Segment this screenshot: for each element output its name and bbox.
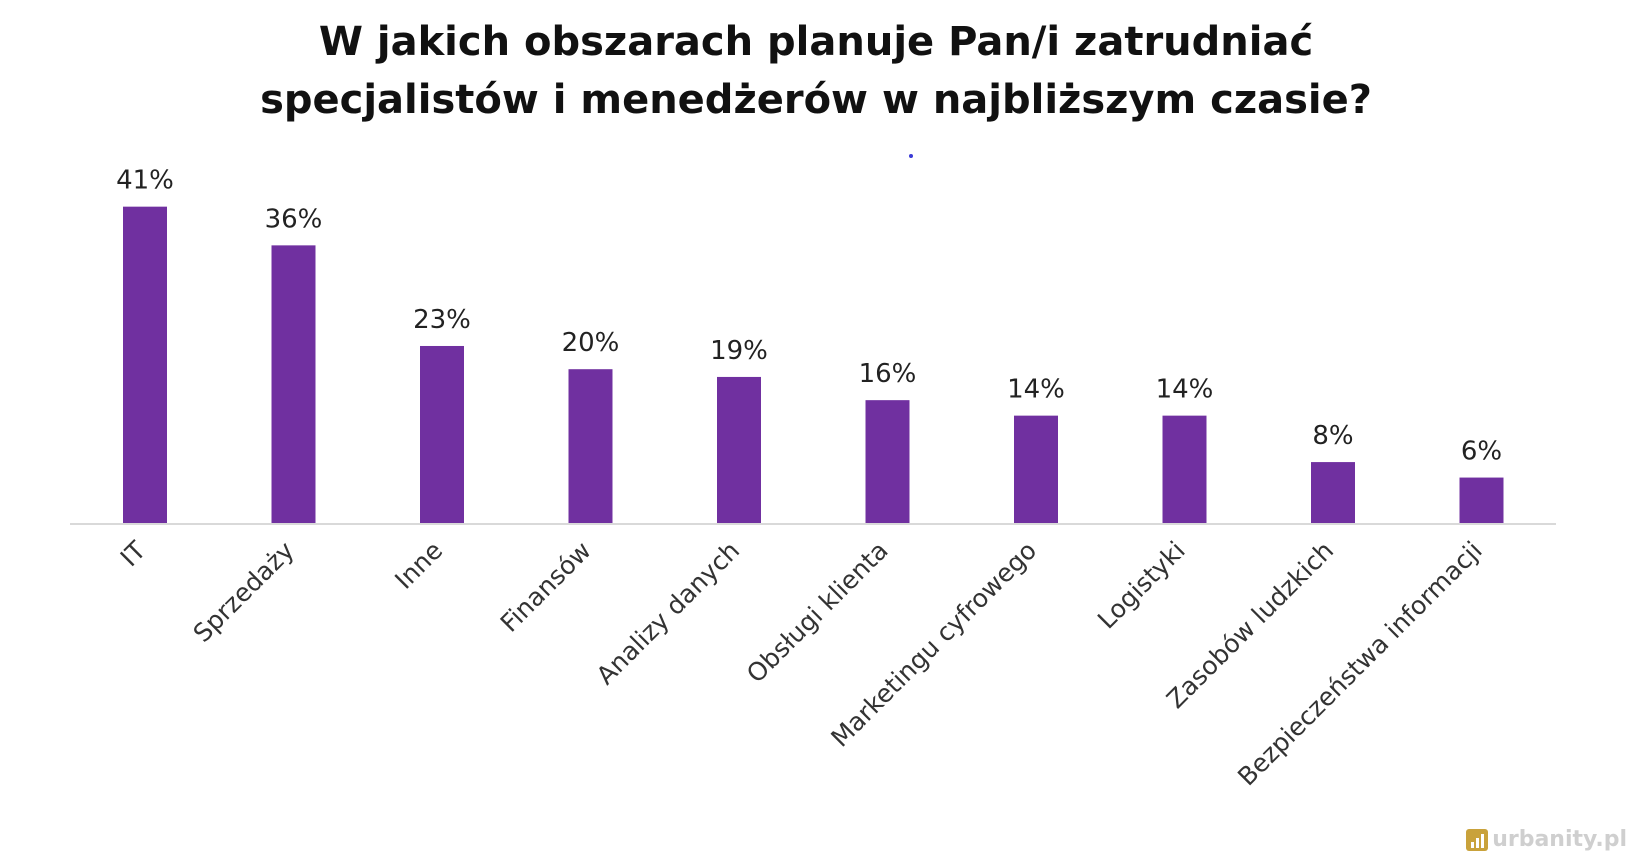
- value-label-1: 36%: [265, 204, 323, 234]
- urbanity-logo-icon: [1466, 828, 1489, 851]
- category-label-3: Finansów: [495, 536, 597, 638]
- category-label-1: Sprzedaży: [188, 536, 300, 648]
- bar-6: [1014, 415, 1058, 524]
- value-label-0: 41%: [116, 166, 174, 196]
- bar-9: [1459, 477, 1504, 524]
- value-label-4: 19%: [710, 336, 768, 366]
- bar-3: [568, 369, 613, 524]
- bar-5: [865, 400, 910, 524]
- category-label-7: Logistyki: [1092, 536, 1191, 635]
- category-label-2: Inne: [389, 536, 448, 595]
- bar-4: [717, 376, 761, 524]
- category-label-0: IT: [115, 535, 152, 572]
- value-labels-layer: 41% 36% 23% 20% 19% 16% 14% 14% 8% 6%: [116, 166, 1502, 467]
- stray-dot: [909, 154, 913, 158]
- value-label-9: 6%: [1461, 437, 1502, 467]
- chart-title-line-2: specjalistów i menedżerów w najbliższym …: [260, 77, 1372, 123]
- bar-2: [420, 345, 464, 524]
- chart-title-line-1: W jakich obszarach planuje Pan/i zatrudn…: [319, 19, 1313, 65]
- bar-0: [123, 206, 167, 524]
- bar-7: [1162, 415, 1207, 524]
- value-label-2: 23%: [413, 305, 471, 335]
- value-label-8: 8%: [1312, 421, 1353, 451]
- category-label-8: Zasobów ludzkich: [1161, 536, 1339, 714]
- bar-8: [1311, 462, 1355, 524]
- category-label-5: Obsługi klienta: [741, 536, 894, 689]
- watermark: urbanity.pl: [1466, 827, 1627, 852]
- value-label-3: 20%: [562, 328, 620, 358]
- watermark-text: urbanity.pl: [1492, 827, 1627, 852]
- value-label-6: 14%: [1007, 375, 1065, 405]
- category-label-9: Bezpieczeństwa informacji: [1232, 536, 1488, 792]
- category-label-4: Analizy danych: [591, 536, 745, 690]
- value-label-5: 16%: [859, 359, 917, 389]
- bars-layer: [123, 206, 1504, 525]
- value-label-7: 14%: [1156, 375, 1214, 405]
- chart-title: W jakich obszarach planuje Pan/i zatrudn…: [260, 19, 1372, 123]
- bar-1: [271, 245, 316, 525]
